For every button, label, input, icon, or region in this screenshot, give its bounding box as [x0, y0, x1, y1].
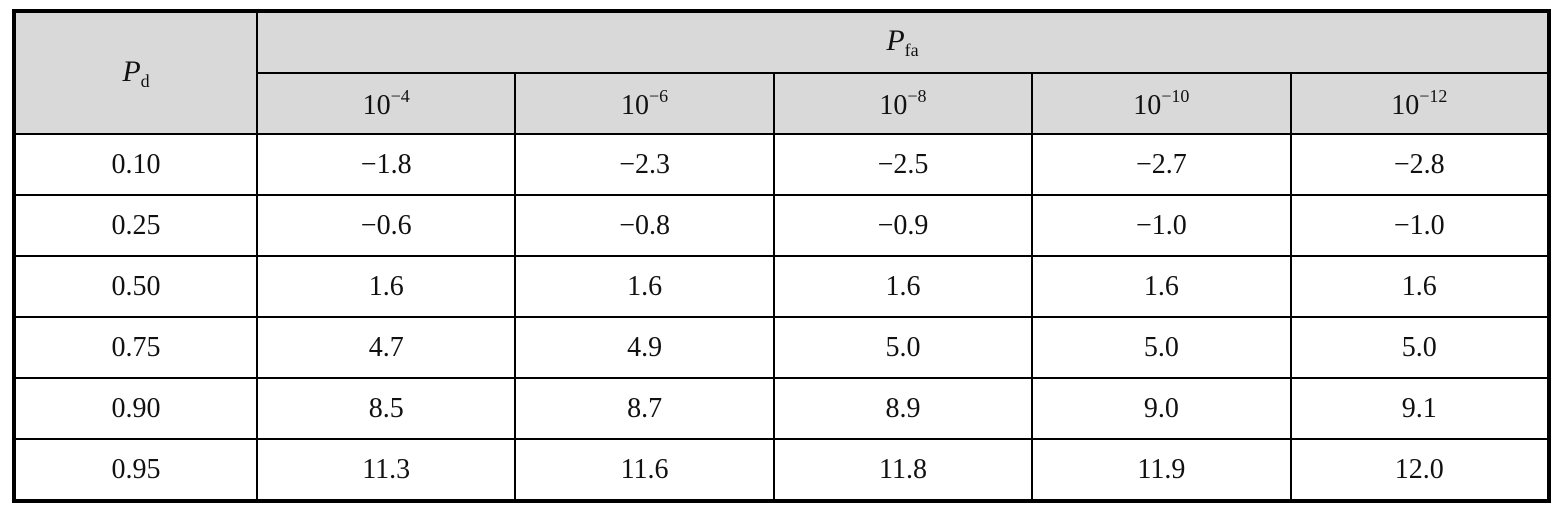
value-cell: −2.5	[772, 133, 1034, 196]
pfa-header: Pfa	[256, 10, 1550, 74]
value-cell: −1.0	[1031, 194, 1292, 257]
data-table: Pd Pfa 10−4 10−6 10−8 10−10 10−12 0.10 −1.8 −2…	[12, 9, 1551, 503]
column-base: 10	[621, 89, 649, 121]
value-cell: −1.0	[1289, 194, 1551, 257]
column-header: 10−12	[1289, 72, 1551, 135]
value-cell: 1.6	[255, 255, 517, 318]
table-row: 0.25 −0.6 −0.8 −0.9 −1.0 −1.0	[13, 194, 1551, 257]
column-header: 10−4	[255, 72, 517, 135]
value-cell: 9.1	[1289, 377, 1551, 440]
column-base: 10	[879, 89, 908, 121]
value-cell: 5.0	[772, 316, 1034, 379]
pd-cell: 0.90	[13, 377, 258, 440]
value-cell: −2.7	[1031, 133, 1292, 196]
column-base: 10	[1133, 89, 1162, 121]
value-cell: −2.3	[514, 133, 775, 196]
table-row: 0.75 4.7 4.9 5.0 5.0 5.0	[13, 316, 1551, 379]
value-cell: −0.6	[255, 194, 517, 257]
value-cell: 11.9	[1031, 438, 1292, 502]
pd-symbol: P	[122, 54, 141, 88]
pd-cell: 0.95	[13, 438, 258, 502]
value-cell: 5.0	[1031, 316, 1292, 379]
column-header: 10−6	[514, 72, 775, 135]
pfa-subscript: fa	[904, 40, 919, 60]
column-exponent: −12	[1419, 85, 1448, 106]
value-cell: 1.6	[772, 255, 1034, 318]
value-cell: 1.6	[1031, 255, 1292, 318]
value-cell: 4.9	[514, 316, 775, 379]
value-cell: 5.0	[1289, 316, 1551, 379]
table-row: 0.50 1.6 1.6 1.6 1.6 1.6	[13, 255, 1551, 318]
value-cell: −0.8	[514, 194, 775, 257]
table-row: 0.95 11.3 11.6 11.8 11.9 12.0	[13, 438, 1551, 502]
pfa-symbol: P	[886, 24, 905, 57]
column-base: 10	[362, 89, 391, 121]
value-cell: 12.0	[1289, 438, 1551, 502]
pd-header: Pd	[13, 10, 258, 135]
value-cell: 1.6	[514, 255, 775, 318]
value-cell: −2.8	[1289, 133, 1551, 196]
value-cell: 11.6	[514, 438, 775, 502]
value-cell: 8.9	[772, 377, 1034, 440]
value-cell: 11.8	[772, 438, 1034, 502]
value-cell: 8.7	[514, 377, 775, 440]
pd-cell: 0.10	[13, 133, 258, 196]
column-header: 10−8	[772, 72, 1034, 135]
column-row: 10−4 10−6 10−8 10−10 10−12	[14, 72, 1551, 135]
pd-cell: 0.25	[13, 194, 258, 257]
column-header: 10−10	[1031, 72, 1292, 135]
column-base: 10	[1391, 89, 1420, 121]
column-exponent: −6	[649, 85, 669, 106]
value-cell: 9.0	[1031, 377, 1292, 440]
table-body: 0.10 −1.8 −2.3 −2.5 −2.7 −2.8 0.25 −0.6 −0.8 −0.9…	[13, 133, 1551, 502]
pd-cell: 0.50	[13, 255, 258, 318]
pd-subscript: d	[140, 70, 150, 91]
column-exponent: −4	[390, 85, 410, 106]
value-cell: 1.6	[1289, 255, 1551, 318]
value-cell: 4.7	[255, 316, 517, 379]
header-row: Pd Pfa	[13, 10, 1550, 135]
table-row: 0.10 −1.8 −2.3 −2.5 −2.7 −2.8	[13, 133, 1551, 196]
column-exponent: −8	[907, 85, 927, 106]
table-row: 0.90 8.5 8.7 8.9 9.0 9.1	[13, 377, 1551, 440]
value-cell: −0.9	[772, 194, 1034, 257]
value-cell: 11.3	[255, 438, 517, 502]
value-cell: 8.5	[255, 377, 517, 440]
pd-cell: 0.75	[13, 316, 258, 379]
value-cell: −1.8	[255, 133, 517, 196]
table-head: Pd Pfa 10−4 10−6 10−8 10−10 10−12	[13, 10, 1551, 135]
column-exponent: −10	[1161, 85, 1190, 106]
